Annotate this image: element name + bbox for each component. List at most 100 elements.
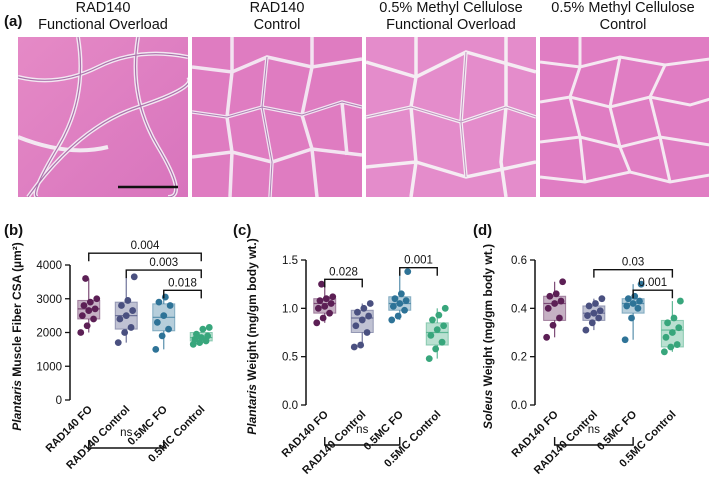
data-point — [596, 307, 604, 315]
data-point — [401, 306, 408, 314]
histology-image-mc-fo — [366, 37, 536, 197]
bracket — [593, 268, 674, 278]
data-point — [440, 322, 448, 330]
data-point — [121, 329, 129, 336]
data-point — [660, 348, 668, 356]
y-axis-label: Soleus Weight (mg/gm body wt.) — [481, 244, 495, 429]
data-point — [85, 307, 93, 314]
y-axis-label-rest: Weight (mg/gm body wt.) — [481, 244, 495, 390]
data-point — [204, 332, 212, 340]
histo-title-2: RAD140 Control — [190, 0, 364, 34]
y-tick-label: 1000 — [36, 361, 62, 373]
data-point — [397, 290, 405, 298]
data-point — [584, 312, 591, 319]
bracket-label: ns — [120, 427, 132, 439]
data-point — [621, 336, 629, 344]
data-point — [165, 325, 172, 333]
data-point — [435, 311, 443, 319]
data-point — [116, 315, 124, 323]
histology-image-rad140-control — [192, 37, 362, 197]
data-point — [396, 300, 404, 307]
histo-title-3-line2: Functional Overload — [386, 17, 516, 33]
panel-label-d: (d) — [473, 222, 493, 239]
y-axis-label-italic: Plantaris — [245, 384, 259, 435]
y-tick-label: 3000 — [36, 294, 62, 306]
histology-image-mc-control — [540, 37, 709, 197]
y-tick-label: 0.0 — [511, 400, 527, 412]
bracket-label: 0.001 — [638, 277, 667, 289]
data-point — [624, 295, 632, 303]
data-point — [636, 297, 643, 305]
data-point — [670, 314, 678, 322]
x-tick-label: RAD140 Control — [300, 409, 368, 477]
bracket — [88, 252, 202, 262]
y-tick-label: 0.6 — [511, 255, 527, 267]
data-point — [559, 278, 567, 286]
data-point — [668, 329, 676, 336]
histo-title-3-line1: 0.5% Methyl Cellulose — [379, 0, 523, 16]
panel-label-b: (b) — [4, 222, 24, 239]
data-point — [326, 309, 333, 317]
y-axis-label-rest: Muscle Fiber CSA (µm²) — [10, 242, 24, 380]
data-point — [363, 329, 371, 336]
data-point — [438, 338, 446, 346]
data-point — [388, 316, 396, 324]
data-point — [404, 268, 412, 275]
y-axis-label-rest: Weight (mg/gm body wt.) — [245, 238, 259, 384]
data-point — [556, 314, 563, 322]
data-point — [160, 312, 168, 320]
data-point — [327, 300, 335, 307]
data-point — [118, 302, 125, 309]
data-point — [129, 307, 137, 314]
data-point — [130, 273, 138, 281]
data-point — [365, 312, 373, 320]
y-axis-label-italic: Soleus — [481, 389, 495, 429]
data-point — [193, 330, 200, 338]
data-point — [544, 304, 552, 312]
histo-title-1-line2: Functional Overload — [38, 17, 168, 33]
bracket-label: 0.001 — [404, 255, 433, 267]
data-point — [329, 293, 337, 301]
data-point — [552, 290, 560, 298]
data-point — [549, 321, 557, 329]
data-point — [83, 322, 91, 330]
data-point — [402, 297, 410, 304]
bracket-label: ns — [356, 424, 368, 436]
bracket-label: 0.018 — [168, 277, 197, 289]
data-point — [433, 326, 441, 333]
data-point — [366, 300, 374, 307]
y-tick-label: 0.4 — [511, 303, 528, 315]
data-point — [155, 298, 163, 306]
y-tick-label: 2000 — [36, 328, 62, 340]
data-point — [350, 343, 358, 351]
histo-title-4-line1: 0.5% Methyl Cellulose — [551, 0, 695, 16]
data-point — [582, 326, 590, 334]
data-point — [316, 297, 324, 304]
data-point — [122, 312, 130, 320]
data-point — [429, 316, 436, 324]
data-point — [352, 322, 360, 330]
data-point — [205, 324, 213, 331]
data-point — [637, 280, 645, 288]
data-point — [90, 315, 97, 323]
data-point — [358, 316, 366, 324]
chart-plantaris-weight: 0.0 0.5 1.0 1.5 Plantaris Weight (mg/gm body… — [245, 238, 449, 477]
data-point — [595, 314, 603, 322]
bracket-label: 0.003 — [149, 257, 178, 269]
data-point — [124, 297, 132, 304]
data-point — [634, 304, 642, 312]
data-point — [631, 292, 639, 300]
data-point — [127, 324, 135, 331]
bracket — [125, 269, 202, 279]
histo-title-1-line1: RAD140 — [75, 0, 131, 16]
data-point — [667, 343, 675, 351]
data-point — [394, 312, 402, 320]
bracket-label: ns — [588, 424, 600, 436]
data-point — [161, 293, 169, 301]
y-tick-label: 4000 — [36, 260, 62, 272]
data-point — [314, 304, 322, 312]
chart-soleus-weight: 0.0 0.2 0.4 0.6 Soleus Weight (mg/gm body wt… — [481, 244, 684, 477]
data-point — [675, 324, 683, 332]
data-point — [629, 300, 637, 307]
chart-plantaris-csa: 0 1000 2000 3000 4000 Plantaris Muscle Fiber … — [10, 240, 213, 472]
